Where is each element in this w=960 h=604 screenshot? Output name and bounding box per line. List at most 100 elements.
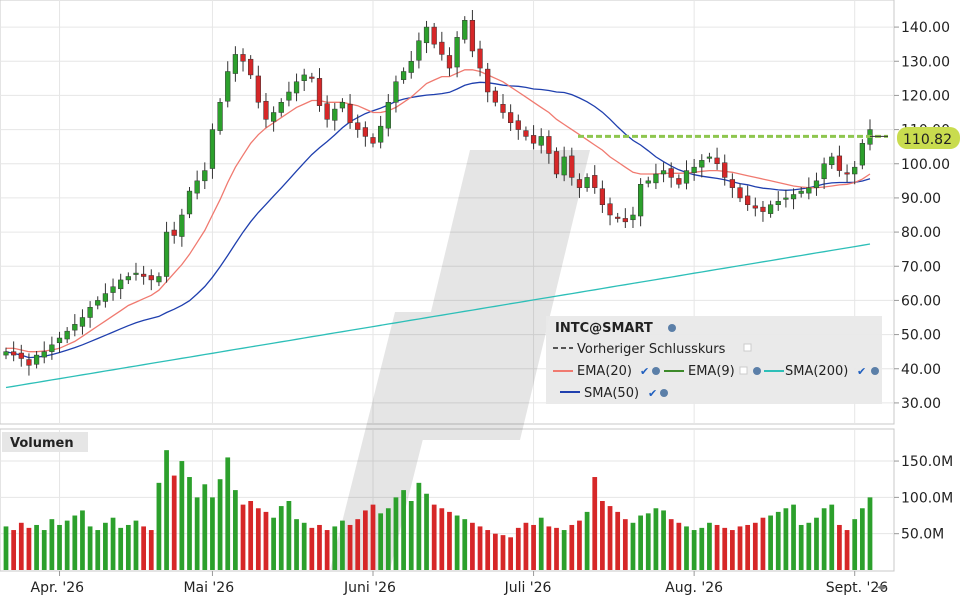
candle-body (125, 276, 131, 281)
candle-body (783, 197, 789, 200)
candle-body (3, 351, 9, 356)
volume-bar (424, 493, 429, 570)
candle-body (362, 127, 368, 137)
volume-bar (103, 522, 108, 570)
candle-body (26, 359, 32, 366)
volume-bar (3, 526, 9, 570)
ema20-check-icon[interactable]: ✔ (640, 365, 649, 378)
volume-bar (668, 519, 674, 570)
candle-body (630, 214, 636, 221)
candle-body (72, 324, 78, 331)
volume-bar (202, 484, 208, 570)
volume-bar (661, 510, 666, 570)
candle-body (676, 178, 682, 185)
sma200-check-icon[interactable]: ✔ (857, 365, 866, 378)
volume-bar (133, 520, 139, 570)
ema20-settings-icon[interactable] (652, 367, 660, 375)
volume-bar (531, 524, 536, 570)
candle-body (324, 103, 330, 120)
sma200-settings-icon[interactable] (871, 367, 879, 375)
volume-bar (72, 515, 78, 570)
volume-bar (745, 524, 751, 570)
candle-body (301, 74, 307, 81)
volume-bar (141, 526, 146, 570)
volume-bar (859, 508, 865, 570)
x-tick-label: Juni '26 (343, 580, 396, 596)
candle-body (163, 231, 170, 277)
candle-body (737, 187, 743, 199)
price-tick-label: 130.00 (901, 54, 950, 70)
candle-body (821, 163, 827, 180)
candle-body (798, 190, 804, 194)
ema9-toggle-icon[interactable] (739, 366, 748, 375)
candle-body (439, 41, 445, 55)
volume-bar (271, 517, 276, 570)
volume-bar (676, 522, 682, 570)
last-price-badge: 110.82 (897, 127, 960, 149)
legend-ema20: EMA(20) (577, 364, 632, 379)
candle-body (752, 205, 758, 209)
volume-bar (309, 527, 315, 570)
candle-body (11, 351, 17, 356)
volume-bar (554, 527, 559, 570)
candle-body (148, 275, 154, 281)
volume-bar (164, 450, 169, 570)
volume-bar (240, 504, 246, 570)
candle-body (852, 166, 858, 175)
candle-body (209, 129, 216, 169)
candle-body (515, 120, 521, 130)
candle-body (248, 58, 254, 76)
volume-bar (187, 477, 192, 570)
symbol-settings-icon[interactable] (668, 324, 676, 332)
x-tick-label: Aug. '26 (665, 580, 723, 596)
volume-bar (806, 522, 812, 570)
candle-body (186, 190, 193, 215)
candle-body (118, 279, 124, 290)
volume-bar (263, 511, 269, 570)
candle-body (95, 300, 101, 306)
volume-tick-label: 50.0M (901, 527, 944, 543)
candle-body (202, 170, 208, 182)
candle-body (477, 48, 483, 69)
sma50-check-icon[interactable]: ✔ (648, 387, 657, 400)
volume-bar (737, 526, 743, 570)
volume-bar (332, 526, 338, 570)
price-tick-label: 80.00 (901, 225, 941, 241)
candle-body (714, 157, 720, 164)
candle-body (64, 330, 70, 340)
scroll-handle-icon[interactable]: ◂▸ (877, 582, 887, 593)
candle-body (194, 180, 200, 194)
candle-body (370, 137, 376, 144)
candle-body (584, 177, 590, 188)
volume-bar (470, 522, 475, 570)
candle-body (523, 130, 529, 137)
candle-body (653, 173, 659, 184)
candle-body (508, 112, 514, 123)
candle-body (546, 136, 552, 154)
volume-bar (714, 524, 720, 570)
candle-body (293, 81, 300, 94)
candle-body (232, 54, 239, 74)
volume-bar (225, 457, 231, 570)
candle-body (760, 206, 766, 212)
x-tick-label: Mai '26 (183, 580, 234, 596)
volume-bar (378, 513, 384, 570)
candle-body (339, 102, 346, 109)
candle-body (806, 187, 812, 194)
price-tick-label: 90.00 (901, 191, 941, 207)
candle-body (385, 102, 391, 129)
candle-body (637, 184, 644, 217)
volume-bar (110, 517, 116, 570)
volume-bar (691, 530, 697, 570)
volume-bar (485, 530, 491, 570)
legend-prev-close: Vorheriger Schlusskurs (577, 342, 726, 357)
volume-bar (87, 526, 93, 570)
volume-bar (294, 519, 299, 570)
ema9-settings-icon[interactable] (753, 367, 761, 375)
sma50-settings-icon[interactable] (660, 389, 668, 397)
volume-bar (867, 497, 873, 570)
volume-bar (286, 501, 292, 570)
prev-close-toggle-icon[interactable] (743, 343, 752, 352)
volume-bar (707, 522, 712, 570)
candle-body (592, 175, 598, 188)
